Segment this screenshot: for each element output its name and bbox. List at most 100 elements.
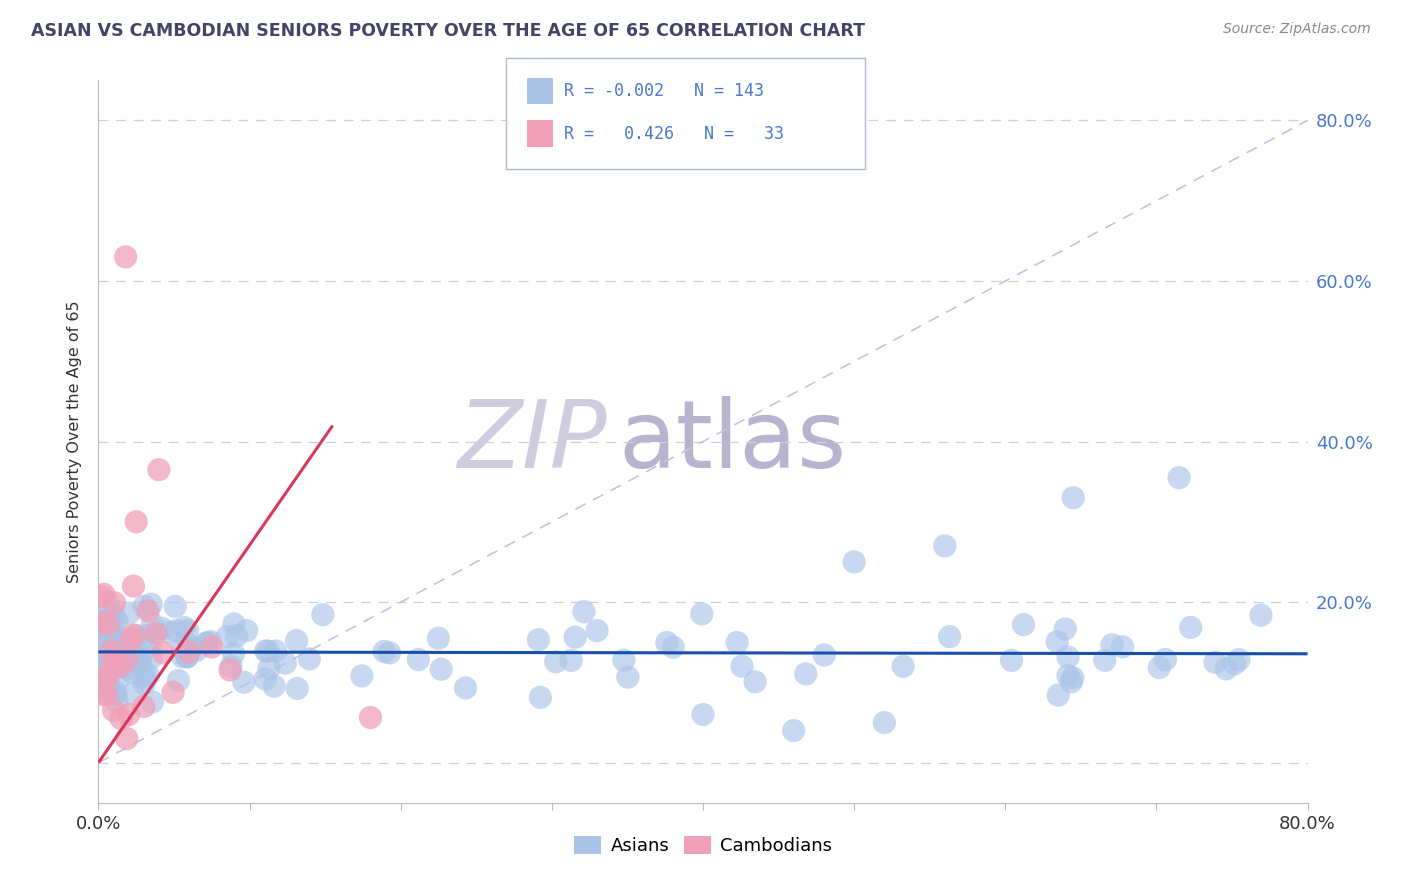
- Point: [132, 699, 155, 714]
- Point: [200, 634, 222, 648]
- Point: [1060, 674, 1083, 689]
- Point: [1046, 634, 1069, 648]
- Point: [1168, 471, 1191, 485]
- Y-axis label: Seniors Poverty Over the Age of 65: Seniors Poverty Over the Age of 65: [67, 301, 83, 582]
- Point: [138, 668, 160, 682]
- Point: [783, 723, 806, 738]
- Point: [115, 731, 138, 746]
- Point: [90, 615, 112, 630]
- Point: [91, 618, 114, 632]
- Point: [90, 665, 112, 679]
- Point: [1215, 662, 1237, 676]
- Text: ZIP: ZIP: [457, 396, 606, 487]
- Point: [1000, 653, 1022, 667]
- Point: [195, 636, 218, 650]
- Point: [118, 606, 141, 620]
- Point: [167, 673, 190, 688]
- Point: [274, 656, 297, 670]
- Point: [122, 628, 145, 642]
- Point: [136, 604, 159, 618]
- Point: [254, 644, 277, 658]
- Point: [312, 607, 335, 622]
- Point: [1223, 657, 1246, 671]
- Point: [1054, 622, 1077, 636]
- Point: [1111, 640, 1133, 654]
- Point: [139, 637, 162, 651]
- Point: [141, 617, 163, 632]
- Point: [100, 627, 122, 641]
- Point: [110, 712, 132, 726]
- Point: [105, 695, 128, 709]
- Point: [101, 655, 124, 669]
- Point: [408, 652, 430, 666]
- Point: [103, 596, 125, 610]
- Point: [100, 657, 122, 671]
- Point: [111, 657, 134, 671]
- Point: [564, 630, 586, 644]
- Legend: Asians, Cambodians: Asians, Cambodians: [567, 829, 839, 863]
- Point: [110, 638, 132, 652]
- Point: [794, 667, 817, 681]
- Point: [134, 666, 156, 681]
- Point: [186, 643, 208, 657]
- Point: [98, 657, 121, 671]
- Point: [94, 672, 117, 686]
- Point: [731, 659, 754, 673]
- Point: [104, 650, 127, 665]
- Point: [427, 632, 450, 646]
- Point: [1180, 620, 1202, 634]
- Point: [454, 681, 477, 695]
- Point: [97, 595, 120, 609]
- Point: [103, 607, 125, 622]
- Point: [141, 597, 163, 611]
- Point: [115, 648, 138, 662]
- Point: [121, 665, 143, 680]
- Point: [1012, 617, 1035, 632]
- Point: [157, 625, 180, 640]
- Point: [103, 615, 125, 630]
- Point: [662, 640, 685, 655]
- Point: [176, 649, 198, 664]
- Point: [100, 643, 122, 657]
- Point: [90, 617, 112, 632]
- Point: [1149, 660, 1171, 674]
- Point: [104, 647, 127, 661]
- Point: [98, 612, 121, 626]
- Point: [108, 659, 131, 673]
- Point: [132, 599, 155, 614]
- Point: [111, 636, 134, 650]
- Text: R =   0.426   N =   33: R = 0.426 N = 33: [564, 125, 783, 143]
- Point: [692, 707, 714, 722]
- Point: [124, 648, 146, 662]
- Point: [114, 660, 136, 674]
- Point: [222, 616, 245, 631]
- Point: [108, 671, 131, 685]
- Point: [104, 629, 127, 643]
- Point: [93, 655, 115, 669]
- Point: [120, 632, 142, 647]
- Point: [617, 670, 640, 684]
- Point: [131, 671, 153, 685]
- Point: [103, 703, 125, 717]
- Point: [1250, 608, 1272, 623]
- Point: [1062, 491, 1084, 505]
- Point: [96, 680, 118, 694]
- Point: [725, 635, 748, 649]
- Point: [233, 675, 256, 690]
- Point: [560, 653, 582, 667]
- Point: [135, 628, 157, 642]
- Point: [1101, 638, 1123, 652]
- Point: [586, 624, 609, 638]
- Point: [690, 607, 713, 621]
- Point: [360, 710, 382, 724]
- Point: [91, 649, 114, 664]
- Point: [134, 677, 156, 691]
- Point: [222, 647, 245, 661]
- Point: [100, 646, 122, 660]
- Point: [125, 656, 148, 670]
- Point: [117, 652, 139, 666]
- Point: [1227, 653, 1250, 667]
- Point: [93, 688, 115, 702]
- Point: [165, 599, 187, 614]
- Point: [90, 634, 112, 648]
